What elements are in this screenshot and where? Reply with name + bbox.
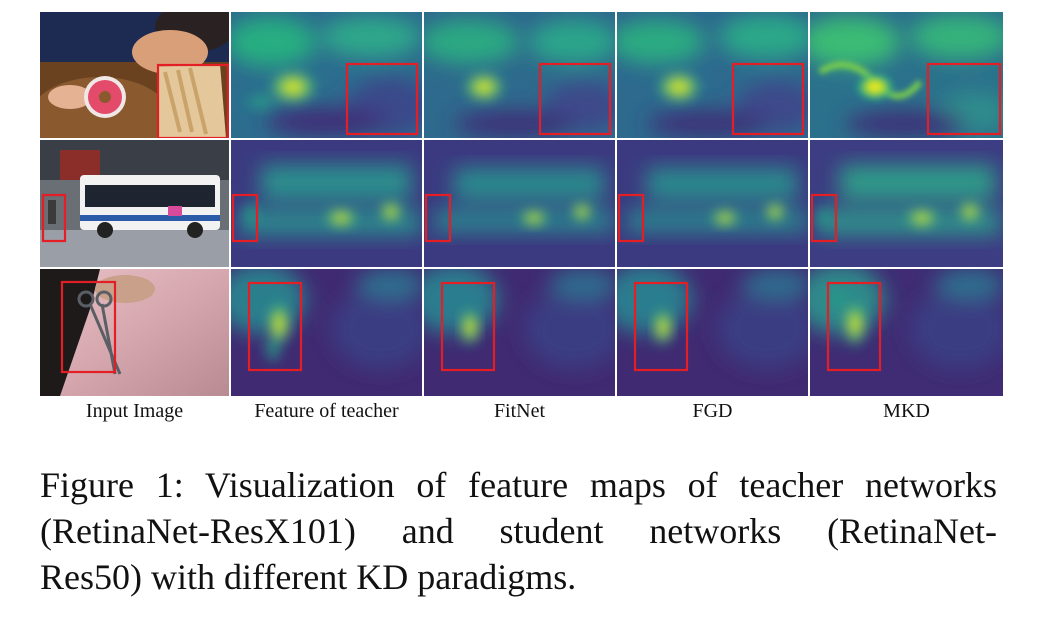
feature-map-teacher-row2 <box>231 140 422 267</box>
input-image-donut <box>40 12 229 138</box>
feature-map-fgd-row2 <box>617 140 808 267</box>
figure-caption: Figure 1: Visualization of feature maps … <box>40 462 997 600</box>
input-image-bus <box>40 140 229 267</box>
caption-line-2: (RetinaNet-ResX101) and student networks… <box>40 511 997 551</box>
feature-map-teacher-row3 <box>231 269 422 396</box>
column-labels: Input Image Feature of teacher FitNet FG… <box>40 397 995 425</box>
column-label-mkd: MKD <box>883 400 930 422</box>
column-label-fitnet: FitNet <box>493 400 546 422</box>
caption-line-1: Figure 1: Visualization of feature maps … <box>40 465 997 505</box>
caption-line-3: Res50) with different KD paradigms. <box>40 557 577 597</box>
column-label-fgd: FGD <box>692 400 733 422</box>
feature-map-mkd-row3 <box>810 269 1003 396</box>
feature-map-teacher-row1 <box>231 12 422 138</box>
feature-map-mkd-row2 <box>810 140 1003 267</box>
feature-map-fitnet-row3 <box>424 269 615 396</box>
feature-map-fgd-row3 <box>617 269 808 396</box>
column-label-teacher: Feature of teacher <box>254 400 399 422</box>
column-label-input: Input Image <box>85 400 184 422</box>
input-image-scissors <box>40 269 229 396</box>
feature-map-mkd-row1 <box>810 12 1003 138</box>
figure-grid <box>40 12 1003 396</box>
feature-map-fitnet-row2 <box>424 140 615 267</box>
feature-map-fitnet-row1 <box>424 12 615 138</box>
highlight-box <box>156 63 229 138</box>
feature-map-fgd-row1 <box>617 12 808 138</box>
